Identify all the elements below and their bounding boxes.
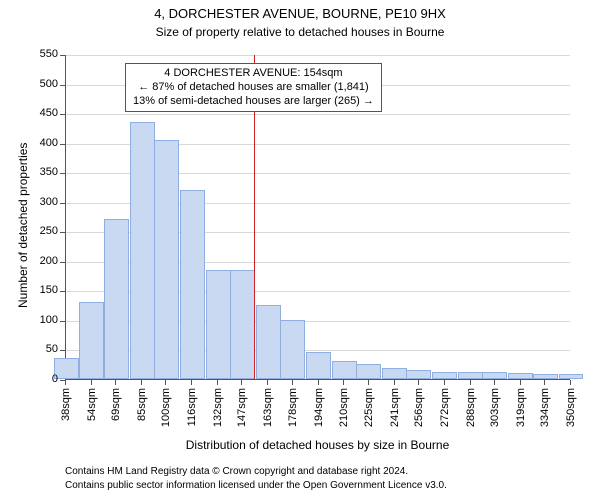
x-tick-label: 132sqm [212,388,224,438]
histogram-bar [332,361,357,379]
x-tick [165,380,166,385]
x-tick [65,380,66,385]
x-tick-label: 210sqm [338,388,350,438]
annotation-box: 4 DORCHESTER AVENUE: 154sqm ← 87% of det… [125,63,382,112]
x-tick [470,380,471,385]
annotation-line-2: ← 87% of detached houses are smaller (1,… [133,81,374,95]
y-tick-label: 50 [28,343,58,355]
x-tick [318,380,319,385]
x-tick-label: 147sqm [236,388,248,438]
histogram-bar [306,352,331,379]
x-tick-label: 256sqm [413,388,425,438]
gridline [66,55,570,56]
y-tick-label: 250 [28,225,58,237]
x-tick-label: 100sqm [160,388,172,438]
x-tick-label: 163sqm [262,388,274,438]
annotation-line-1: 4 DORCHESTER AVENUE: 154sqm [133,67,374,81]
x-tick-label: 38sqm [60,388,72,438]
y-tick [60,173,65,174]
y-tick [60,203,65,204]
x-tick [343,380,344,385]
x-tick [217,380,218,385]
y-tick-label: 500 [28,78,58,90]
y-tick-label: 300 [28,196,58,208]
x-tick-label: 69sqm [110,388,122,438]
histogram-bar [180,190,205,379]
x-tick [267,380,268,385]
x-tick [141,380,142,385]
y-tick [60,262,65,263]
x-tick [191,380,192,385]
y-tick [60,321,65,322]
histogram-bar [230,270,255,379]
x-tick [368,380,369,385]
histogram-bar [432,372,457,379]
histogram-bar [482,372,507,379]
x-tick [520,380,521,385]
y-tick-label: 400 [28,137,58,149]
y-tick [60,232,65,233]
y-tick [60,144,65,145]
x-tick-label: 178sqm [287,388,299,438]
x-tick-label: 334sqm [539,388,551,438]
histogram-bar [104,219,129,379]
x-tick-label: 194sqm [313,388,325,438]
chart-container: { "title": "4, DORCHESTER AVENUE, BOURNE… [0,0,600,500]
histogram-bar [256,305,281,379]
x-tick-label: 225sqm [363,388,375,438]
y-tick [60,291,65,292]
footer-line-2: Contains public sector information licen… [65,480,447,491]
y-tick [60,114,65,115]
x-tick-label: 272sqm [439,388,451,438]
x-tick-label: 85sqm [136,388,148,438]
y-tick [60,85,65,86]
histogram-bar [206,270,231,379]
histogram-bar [458,372,483,379]
x-tick [115,380,116,385]
histogram-bar [533,374,558,379]
x-tick-label: 319sqm [515,388,527,438]
x-tick-label: 241sqm [389,388,401,438]
histogram-bar [79,302,104,379]
y-tick-label: 0 [28,373,58,385]
histogram-bar [356,364,381,379]
x-tick [544,380,545,385]
y-tick-label: 150 [28,284,58,296]
y-tick-label: 200 [28,255,58,267]
histogram-bar [559,374,584,379]
histogram-bar [406,370,431,379]
annotation-line-3: 13% of semi-detached houses are larger (… [133,95,374,109]
x-tick [444,380,445,385]
histogram-bar [382,368,407,379]
x-axis-label: Distribution of detached houses by size … [65,438,570,452]
histogram-bar [280,320,305,379]
y-tick-label: 350 [28,166,58,178]
x-tick-label: 54sqm [86,388,98,438]
footer-line-1: Contains HM Land Registry data © Crown c… [65,466,408,477]
x-tick-label: 288sqm [465,388,477,438]
histogram-bar [154,140,179,379]
histogram-bar [508,373,533,379]
histogram-bar [130,122,155,379]
x-tick-label: 350sqm [565,388,577,438]
x-tick [91,380,92,385]
y-tick-label: 100 [28,314,58,326]
chart-title: 4, DORCHESTER AVENUE, BOURNE, PE10 9HX [0,6,600,21]
x-tick [394,380,395,385]
gridline [66,114,570,115]
x-tick-label: 303sqm [489,388,501,438]
y-tick [60,350,65,351]
x-tick [241,380,242,385]
y-tick-label: 550 [28,48,58,60]
x-tick [418,380,419,385]
x-tick [570,380,571,385]
x-tick [494,380,495,385]
x-tick [292,380,293,385]
chart-subtitle: Size of property relative to detached ho… [0,25,600,39]
x-tick-label: 116sqm [186,388,198,438]
y-tick [60,55,65,56]
y-tick-label: 450 [28,107,58,119]
